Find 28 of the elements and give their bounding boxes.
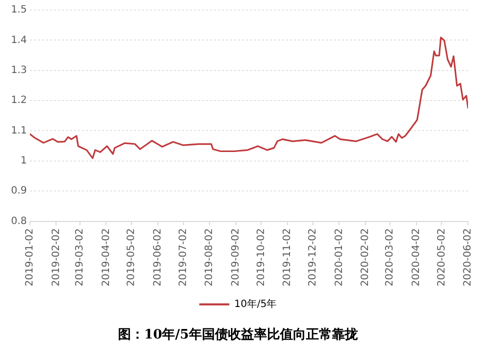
x-tick-label: 2020-04-02 — [410, 228, 422, 286]
x-tick-label: 2019-03-02 — [74, 228, 86, 286]
y-tick-label: 0.8 — [10, 216, 27, 227]
x-tick-label: 2019-09-02 — [230, 228, 242, 286]
x-tick-label: 2020-06-02 — [462, 228, 474, 286]
x-tick-label: 2019-10-02 — [256, 228, 267, 286]
x-tick-label: 2019-01-02 — [24, 228, 36, 286]
x-tick-label: 2019-06-02 — [152, 228, 164, 286]
legend-label: 10年/5年 — [234, 298, 277, 310]
x-tick-label: 2019-11-02 — [282, 228, 294, 286]
y-tick-label: 1.2 — [10, 95, 27, 106]
x-tick-label: 2019-12-02 — [308, 228, 319, 286]
x-tick-label: 2020-05-02 — [436, 228, 448, 286]
x-tick-label: 2020-03-02 — [384, 228, 396, 286]
text: 图：10年/5年国债收益率比值向正常靠拢 — [118, 326, 358, 343]
y-tick-label: 1.3 — [10, 64, 27, 76]
y-tick-label: 1 — [20, 156, 27, 167]
x-tick-label: 2019-04-02 — [100, 228, 112, 286]
x-tick-label: 2019-02-02 — [50, 228, 62, 286]
y-tick-label: 1.1 — [10, 125, 27, 136]
x-tick-label: 2019-08-02 — [204, 228, 216, 286]
y-tick-label: 1.5 — [10, 4, 27, 16]
y-tick-label: 0.9 — [10, 186, 27, 197]
x-tick-label: 2019-05-02 — [126, 228, 138, 286]
x-tick-label: 2019-07-02 — [178, 228, 189, 286]
x-tick-label: 2020-02-02 — [360, 228, 372, 286]
x-tick-label: 2020-01-02 — [334, 228, 345, 286]
y-tick-label: 1.4 — [10, 34, 27, 46]
